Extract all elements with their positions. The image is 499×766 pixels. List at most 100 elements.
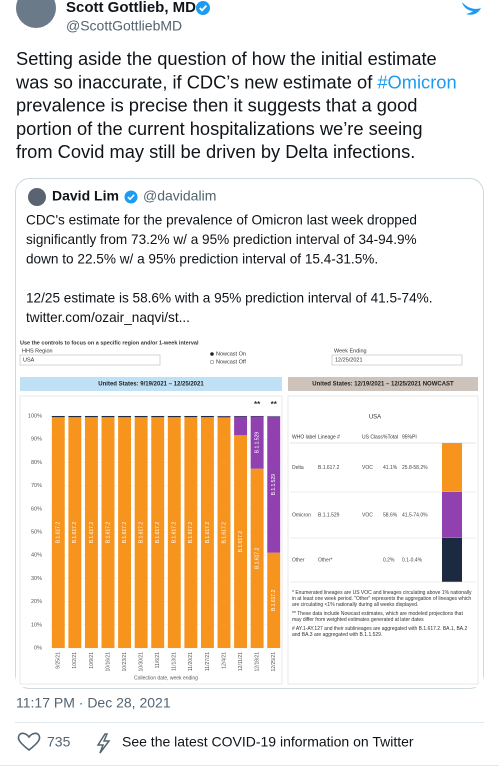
bar-label: B.1.617.2 (138, 522, 144, 544)
tweet-text-line: prevalence is precise then it suggests t… (16, 94, 417, 115)
quote-author: David Lim (52, 188, 119, 204)
x-tick-label: 10/16/21 (105, 652, 111, 672)
x-tick-label: 10/9/21 (89, 652, 95, 669)
table-cell: 58.6% (383, 512, 398, 518)
bar-label: B.1.617.2 (89, 522, 95, 544)
bar-segment (250, 416, 264, 469)
bar-segment (51, 417, 65, 648)
y-tick-label: 80% (31, 460, 42, 466)
bar-label: B.1.1.529 (271, 474, 277, 496)
week-dropdown[interactable] (331, 354, 463, 366)
notes-box: * Enumerated lineages are US VOC and lin… (292, 590, 472, 638)
bar-segment (84, 416, 98, 418)
table-cell: Omicron (292, 512, 311, 518)
x-tick-label: 11/20/21 (188, 652, 194, 671)
radio-on[interactable] (210, 352, 214, 356)
table-header: Lineage # (318, 434, 340, 440)
bar-label: B.1.617.2 (254, 547, 260, 569)
timestamp[interactable]: 11:17 PM · Dec 28, 2021 (16, 695, 171, 711)
bar-label: B.1.617.2 (72, 522, 78, 544)
bar-segment (217, 417, 231, 648)
table-cell: 0.2% (383, 557, 395, 563)
bar-segment (167, 416, 181, 418)
author-name[interactable]: Scott Gottlieb, MD (66, 0, 196, 16)
twitter-logo[interactable] (462, 2, 481, 15)
notes: * Enumerated lineages are US VOC and lin… (292, 590, 472, 638)
region-label: HHS Region (22, 348, 53, 354)
table-header: US Class (362, 434, 383, 440)
table-cell: 0.1-0.4% (402, 557, 423, 563)
bar-label: B.1.617.2 (238, 531, 244, 553)
bar-segment (217, 416, 231, 417)
quote-text-line: significantly from 73.2% w/ a 95% predic… (26, 232, 417, 247)
bar-label: B.1.617.2 (271, 589, 277, 611)
radio-off[interactable] (209, 359, 215, 365)
week-value: 12/25/2021 (335, 357, 363, 363)
x-tick-label: 12/25/21 (271, 652, 277, 672)
bar-label: B.1.617.2 (188, 522, 194, 544)
bar-segment (151, 416, 165, 418)
y-tick-label: 70% (31, 483, 42, 489)
right-header-bar (288, 377, 478, 391)
y-tick-label: 40% (31, 553, 42, 559)
table-header: WHO label (292, 434, 316, 440)
bar-segment (68, 417, 82, 648)
like-count[interactable]: 735 (47, 734, 71, 750)
x-tick-label: 10/23/21 (122, 652, 128, 672)
quote-card[interactable] (15, 178, 484, 689)
bar-segment (250, 468, 264, 648)
bar-segment (267, 552, 281, 648)
table-cell: Other* (318, 557, 333, 563)
author-handle[interactable]: @ScottGottliebMD (66, 18, 182, 34)
bar-segment (84, 417, 98, 648)
y-tick-label: 100% (28, 413, 42, 419)
note: * Enumerated lineages are US VOC and lin… (292, 590, 472, 608)
tweet-text: from Covid may still be driven by Delta … (16, 141, 415, 162)
bar-segment (118, 417, 132, 648)
bar-segment (68, 416, 82, 418)
quote-text-line: CDC's estimate for the prevalence of Omi… (26, 213, 417, 228)
author-avatar[interactable] (16, 0, 56, 28)
y-tick-label: 0% (34, 645, 42, 651)
x-tick-label: 11/13/21 (172, 652, 178, 671)
quote-text-line: down to 22.5% w/ a 95% prediction interv… (26, 252, 378, 267)
bar-label: B.1.617.2 (155, 522, 161, 544)
like-icon[interactable] (17, 732, 41, 752)
bar-segment (217, 416, 231, 418)
nowcast-marker: ** (271, 400, 278, 409)
x-tick-label: 10/30/21 (138, 652, 144, 672)
table-cell: Other (292, 557, 305, 563)
bar-label: B.1.617.2 (221, 522, 227, 544)
verified-badge (124, 190, 138, 204)
bar-segment (134, 416, 148, 418)
bar-segment (51, 416, 65, 418)
table-title: USA (369, 415, 381, 421)
table-cell: B.1.1.529 (318, 512, 340, 518)
bar-segment (134, 417, 148, 648)
covid-icon (96, 733, 111, 754)
bar-label: B.1.1.529 (254, 432, 260, 454)
bar-segment (200, 416, 214, 418)
bar-segment (267, 416, 281, 553)
hashtag[interactable]: #Omicron (377, 71, 456, 92)
table-cell: 41.1% (383, 465, 398, 471)
table-cell: 41.5-74.0% (402, 512, 428, 518)
bar-segment (101, 417, 115, 648)
tweet-text-line: Setting aside the question of how the in… (16, 48, 437, 69)
nowcast-marker: ** (254, 400, 261, 409)
quote-text-line: twitter.com/ozair_naqvi/st... (26, 310, 190, 325)
covid-info-link[interactable]: See the latest COVID-19 information on T… (122, 734, 414, 750)
table-cell: VOC (362, 465, 373, 471)
tweet-text-line: from Covid may still be driven by Delta … (16, 141, 415, 162)
bar-segment (234, 435, 248, 648)
week-label: Week Ending (334, 348, 367, 354)
bar-label: B.1.617.2 (122, 522, 128, 544)
region-dropdown[interactable] (19, 354, 161, 366)
quote-avatar (28, 188, 46, 206)
quote-text-line: 12/25 estimate is 58.6% with a 95% predi… (26, 291, 433, 306)
x-tick-label: 10/2/21 (72, 652, 78, 669)
bar-segment (200, 417, 214, 648)
lineage-swatch (442, 538, 462, 582)
